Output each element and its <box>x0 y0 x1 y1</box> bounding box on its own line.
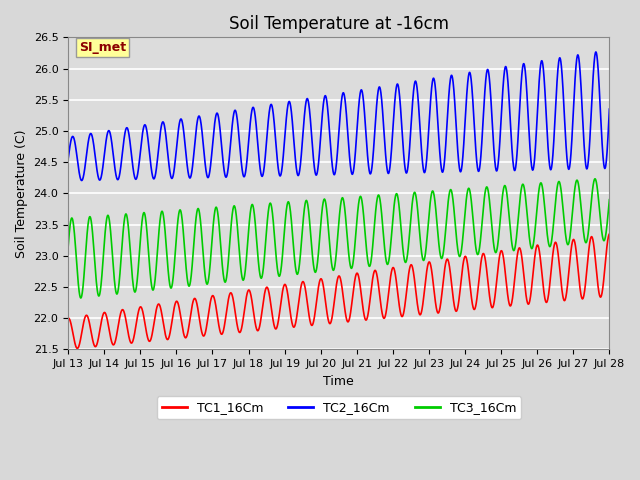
TC3_16Cm <box>296 263 303 268</box>
TC3_16Cm <box>272 251 280 256</box>
TC2_16Cm <box>537 62 545 68</box>
TC3_16Cm <box>77 295 84 301</box>
TC2_16Cm <box>605 106 613 112</box>
TC3_16Cm <box>64 244 72 250</box>
TC3_16Cm <box>591 176 599 182</box>
Legend: TC1_16Cm, TC2_16Cm, TC3_16Cm: TC1_16Cm, TC2_16Cm, TC3_16Cm <box>157 396 521 419</box>
TC1_16Cm <box>126 338 134 344</box>
Line: TC3_16Cm: TC3_16Cm <box>68 179 609 298</box>
TC3_16Cm <box>537 180 545 186</box>
TC1_16Cm <box>595 289 603 295</box>
TC2_16Cm <box>64 156 72 162</box>
TC2_16Cm <box>272 140 280 146</box>
TC1_16Cm <box>296 294 303 300</box>
TC1_16Cm <box>272 326 280 332</box>
TC2_16Cm <box>296 169 303 175</box>
TC1_16Cm <box>74 346 81 351</box>
TC1_16Cm <box>158 313 166 319</box>
TC3_16Cm <box>605 197 613 203</box>
Y-axis label: Soil Temperature (C): Soil Temperature (C) <box>15 129 28 258</box>
TC2_16Cm <box>595 82 603 88</box>
TC2_16Cm <box>126 140 134 145</box>
TC3_16Cm <box>126 245 134 251</box>
TC1_16Cm <box>605 231 613 237</box>
TC2_16Cm <box>158 120 166 126</box>
TC1_16Cm <box>537 258 545 264</box>
Line: TC1_16Cm: TC1_16Cm <box>68 234 609 348</box>
X-axis label: Time: Time <box>323 374 354 387</box>
TC2_16Cm <box>592 49 600 55</box>
Line: TC2_16Cm: TC2_16Cm <box>68 52 609 180</box>
TC3_16Cm <box>158 208 166 214</box>
Text: SI_met: SI_met <box>79 41 126 54</box>
Title: Soil Temperature at -16cm: Soil Temperature at -16cm <box>228 15 449 33</box>
TC3_16Cm <box>595 203 603 208</box>
TC1_16Cm <box>64 315 72 321</box>
TC2_16Cm <box>78 178 86 183</box>
